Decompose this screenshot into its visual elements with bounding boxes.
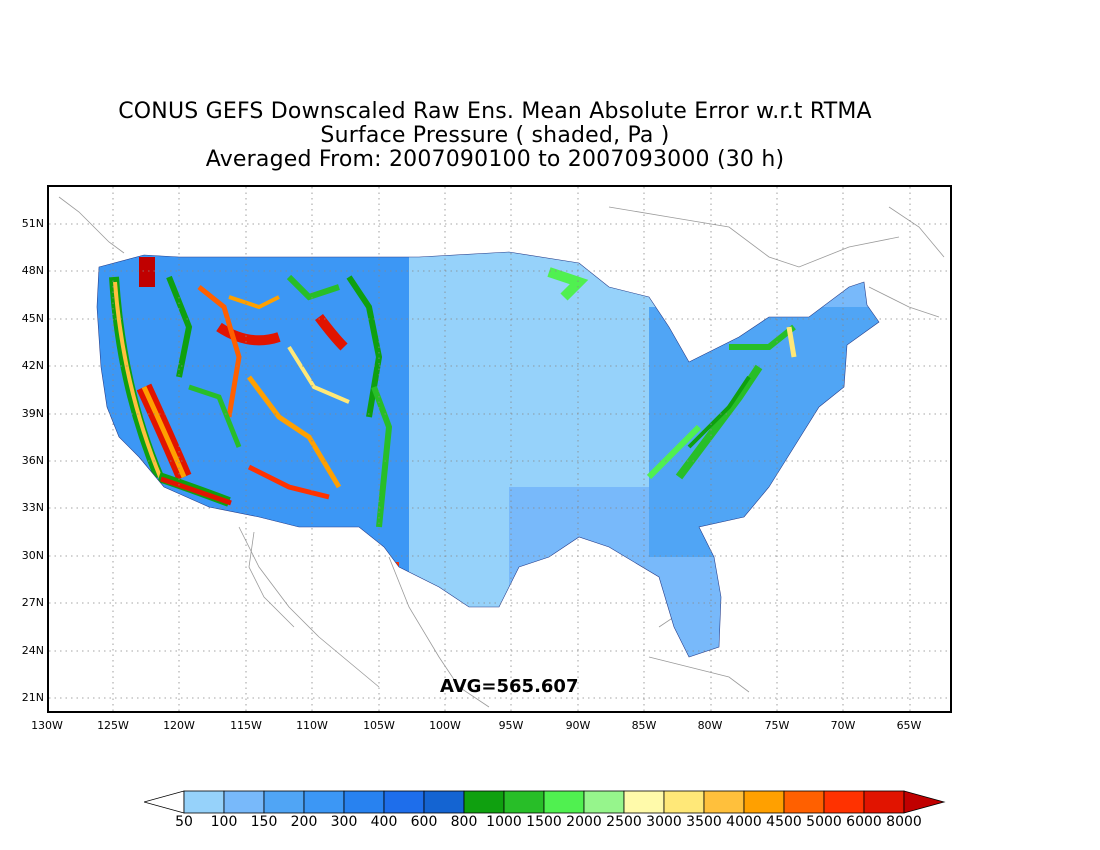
- colorbar-tick-label: 150: [250, 814, 278, 830]
- colorbar-tick-label: 1500: [526, 814, 562, 830]
- colorbar-tick-label: 5000: [806, 814, 842, 830]
- colorbar-tick-label: 2500: [606, 814, 642, 830]
- colorbar-swatch: [663, 790, 705, 814]
- colorbar-tick-label: 1000: [486, 814, 522, 830]
- lat-tick-label: 27N: [21, 596, 44, 609]
- colorbar-labels: 50 100 150 200 300 400 600 800 1000 1500 2000 2500 3…: [0, 814, 1100, 834]
- lat-tick-label: 48N: [21, 264, 44, 277]
- lat-tick-label: 42N: [21, 359, 44, 372]
- colorbar-swatch: [623, 790, 665, 814]
- lon-tick-label: 100W: [429, 719, 461, 732]
- colorbar-swatch: [783, 790, 825, 814]
- lat-tick-label: 21N: [21, 691, 44, 704]
- colorbar-tick-label: 4500: [766, 814, 802, 830]
- lon-tick-label: 95W: [498, 719, 524, 732]
- colorbar-swatch: [503, 790, 545, 814]
- lon-tick-label: 120W: [163, 719, 195, 732]
- lon-tick-label: 125W: [97, 719, 129, 732]
- colorbar-swatch: [823, 790, 865, 814]
- colorbar-swatch: [183, 790, 225, 814]
- lon-tick-label: 130W: [31, 719, 63, 732]
- lat-tick-label: 39N: [21, 407, 44, 420]
- title-line-2: Surface Pressure ( shaded, Pa ): [320, 123, 670, 148]
- colorbar-swatch: [303, 790, 345, 814]
- colorbar-over-triangle: [903, 790, 946, 814]
- colorbar-swatch: [383, 790, 425, 814]
- lat-tick-label: 33N: [21, 501, 44, 514]
- colorbar-tick-label: 600: [410, 814, 438, 830]
- colorbar-swatch: [703, 790, 745, 814]
- colorbar-swatch: [583, 790, 625, 814]
- colorbar-swatch: [863, 790, 905, 814]
- lon-tick-label: 65W: [896, 719, 922, 732]
- map-panel: [47, 185, 952, 713]
- colorbar-tick-label: 50: [175, 814, 193, 830]
- colorbar-tick-label: 4000: [726, 814, 762, 830]
- average-annotation: AVG=565.607: [440, 676, 579, 697]
- colorbar-tick-label: 8000: [886, 814, 922, 830]
- colorbar-tick-label: 400: [370, 814, 398, 830]
- colorbar-tick-label: 300: [330, 814, 358, 830]
- colorbar-swatch: [223, 790, 265, 814]
- colorbar-swatch: [423, 790, 465, 814]
- lon-tick-label: 90W: [565, 719, 591, 732]
- colorbar-tick-label: 2000: [566, 814, 602, 830]
- lat-tick-label: 45N: [21, 312, 44, 325]
- colorbar-tick-label: 200: [290, 814, 318, 830]
- terrain-error-streaks: [109, 257, 797, 570]
- lat-tick-label: 24N: [21, 644, 44, 657]
- colorbar-swatch: [743, 790, 785, 814]
- colorbar-swatch: [263, 790, 305, 814]
- shaded-field: [97, 252, 879, 657]
- colorbar-tick-label: 3500: [686, 814, 722, 830]
- lat-tick-label: 51N: [21, 217, 44, 230]
- lon-tick-label: 85W: [631, 719, 657, 732]
- colorbar-tick-label: 3000: [646, 814, 682, 830]
- colorbar-swatch: [463, 790, 505, 814]
- lon-tick-label: 115W: [230, 719, 262, 732]
- lon-tick-label: 110W: [296, 719, 328, 732]
- conus-outline: [96, 251, 880, 658]
- lon-tick-label: 80W: [697, 719, 723, 732]
- colorbar-under-triangle: [144, 790, 185, 814]
- lon-tick-label: 70W: [830, 719, 856, 732]
- colorbar-tick-label: 100: [210, 814, 238, 830]
- title-line-1: CONUS GEFS Downscaled Raw Ens. Mean Abso…: [118, 99, 872, 124]
- coastline-outlines: [58, 196, 945, 708]
- lat-tick-label: 30N: [21, 549, 44, 562]
- title-line-3: Averaged From: 2007090100 to 2007093000 …: [205, 147, 785, 172]
- colorbar-swatch: [343, 790, 385, 814]
- colorbar-swatch: [543, 790, 585, 814]
- map-canvas: [49, 187, 950, 711]
- colorbar-tick-label: 800: [450, 814, 478, 830]
- lon-tick-label: 75W: [764, 719, 790, 732]
- lon-tick-label: 105W: [363, 719, 395, 732]
- lat-tick-label: 36N: [21, 454, 44, 467]
- colorbar-tick-label: 6000: [846, 814, 882, 830]
- colorbar: [144, 790, 946, 814]
- chart-title: CONUS GEFS Downscaled Raw Ens. Mean Abso…: [0, 100, 990, 172]
